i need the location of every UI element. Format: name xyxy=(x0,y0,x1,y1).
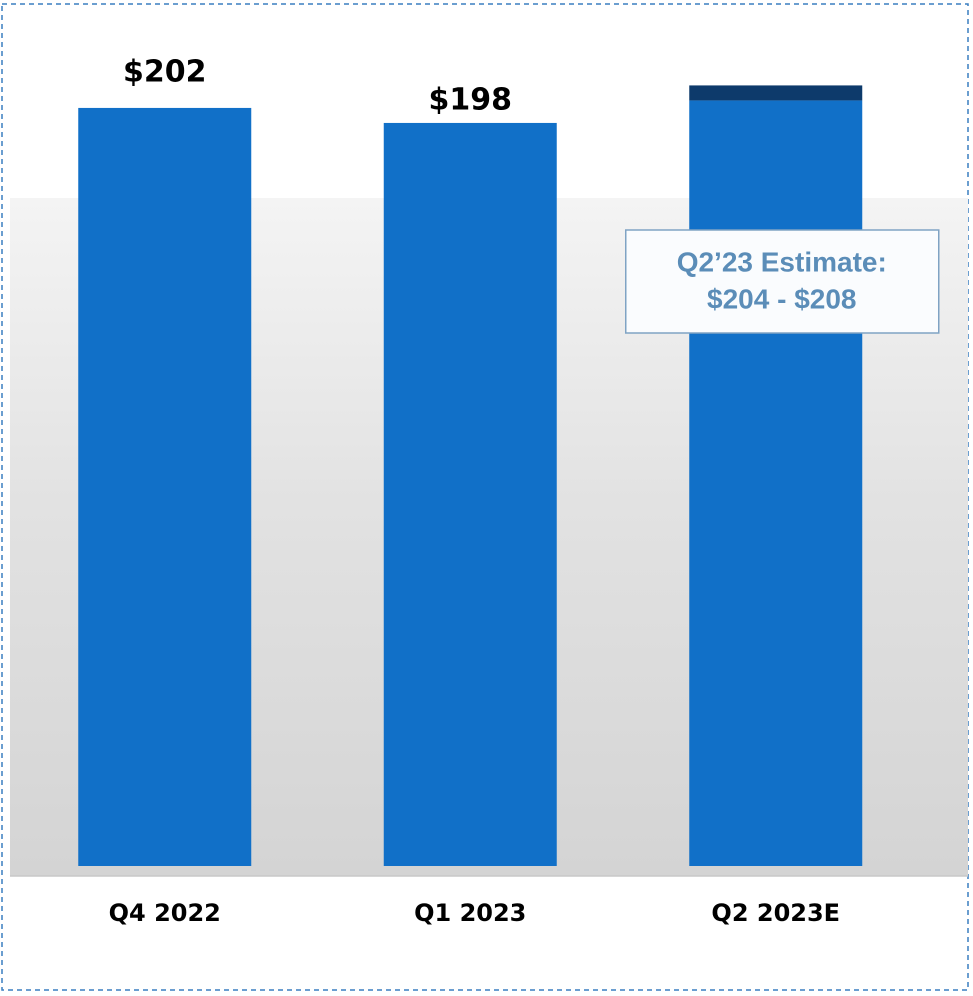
page: $202 $198 Q4 2022 Q1 2023 Q2 2023E Q2’23 Esti… xyxy=(0,0,973,996)
bar xyxy=(78,108,251,866)
x-tick-label: Q1 2023 xyxy=(414,899,526,927)
chart: $202 $198 Q4 2022 Q1 2023 Q2 2023E Q2’23 Esti… xyxy=(0,0,973,996)
x-tick-label: Q2 2023E xyxy=(711,899,840,927)
annotation-text: $204 - $208 xyxy=(707,283,856,314)
bar xyxy=(384,123,557,866)
value-label: $202 xyxy=(123,54,207,89)
x-tick-label: Q4 2022 xyxy=(109,899,221,927)
bar xyxy=(689,100,862,866)
annotation-text: Q2’23 Estimate: xyxy=(677,246,887,277)
bar xyxy=(689,85,862,100)
value-label: $198 xyxy=(429,82,513,117)
